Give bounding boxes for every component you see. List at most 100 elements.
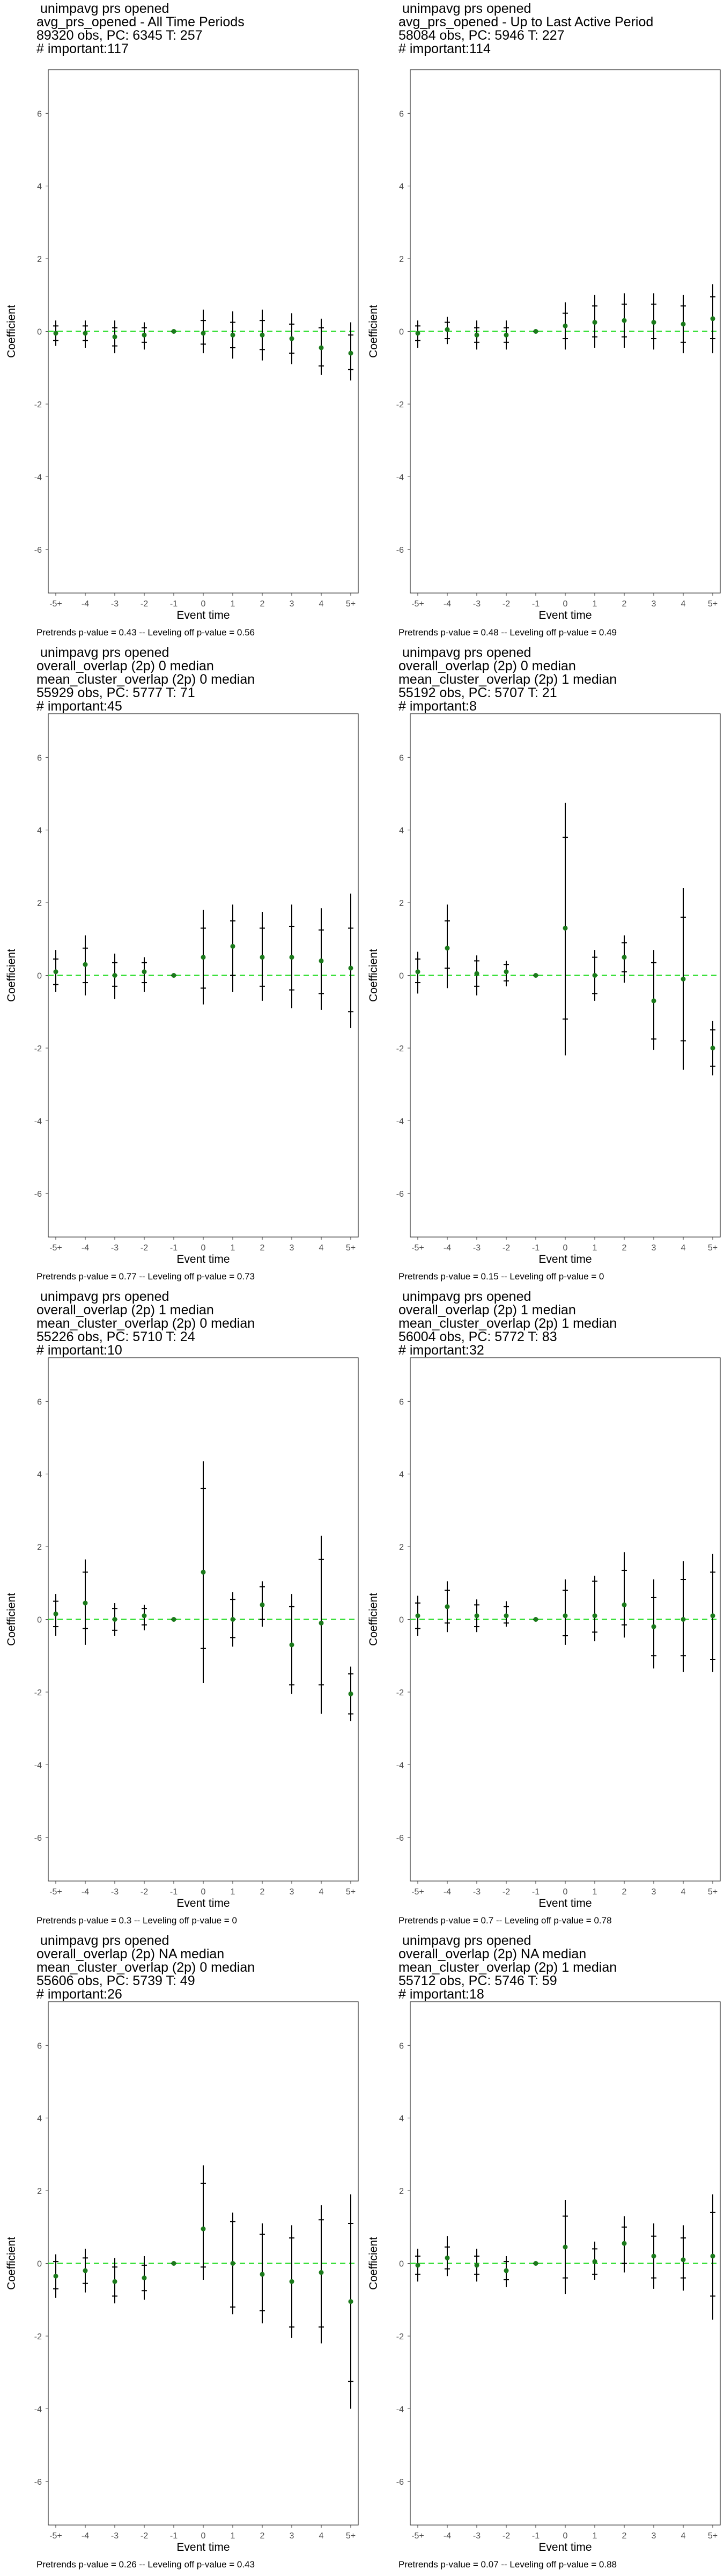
chart-title-line: # important:114 (398, 41, 491, 56)
x-tick-label: 0 (563, 1887, 568, 1897)
data-point (83, 962, 88, 967)
data-point (112, 1617, 117, 1622)
y-tick-label: 4 (37, 1470, 42, 1480)
x-tick-label: -2 (503, 2531, 510, 2541)
x-tick-label: 0 (201, 2531, 206, 2541)
x-tick-label: -3 (111, 1243, 119, 1253)
x-tick-label: 0 (563, 1243, 568, 1253)
x-tick-label: 1 (231, 1887, 235, 1897)
data-point (171, 973, 176, 978)
y-tick-label: 0 (399, 1616, 404, 1625)
y-axis-label: Coefficient (367, 2237, 380, 2290)
data-point (230, 332, 235, 338)
x-tick-label: 3 (290, 2531, 294, 2541)
data-point (171, 2261, 176, 2266)
data-point (112, 334, 117, 340)
data-point (651, 2253, 656, 2259)
x-axis-label: Event time (176, 609, 230, 621)
chart-svg: -6 -4 -2 0 2 4 6 -5+ -4 -3 -2 -1 0 1 2 3 4 5+ Event time Co… (367, 1357, 721, 1909)
chart-svg: -6 -4 -2 0 2 4 6 -5+ -4 -3 -2 -1 0 1 2 3 4 5+ Event time Co… (5, 713, 359, 1265)
x-tick-label: -1 (532, 1243, 540, 1253)
x-tick-label: 3 (290, 1243, 294, 1253)
y-tick-label: -4 (396, 2405, 404, 2414)
x-tick-label: -3 (473, 599, 481, 609)
x-tick-label: 5+ (346, 2531, 356, 2541)
data-point (230, 943, 235, 949)
x-tick-label: 4 (319, 1887, 324, 1897)
x-tick-label: 0 (201, 599, 206, 609)
x-tick-label: 1 (231, 599, 235, 609)
x-tick-label: 4 (319, 2531, 324, 2541)
chart-title-line: unimpavg prs opened (398, 645, 531, 660)
y-tick-label: -4 (34, 2405, 42, 2414)
data-point (474, 971, 479, 976)
data-point (201, 1569, 206, 1575)
data-point (319, 958, 324, 963)
y-tick-label: 4 (37, 182, 42, 192)
chart-title-line: unimpavg prs opened (398, 1, 531, 16)
chart-title-line: 58084 obs, PC: 5946 T: 227 (398, 28, 565, 43)
y-tick-label: 6 (37, 1397, 42, 1407)
data-point (592, 1613, 597, 1619)
pvalue-footer: Pretrends p-value = 0.77 -- Leveling off… (36, 1271, 255, 1282)
x-axis-label: Event time (538, 609, 592, 621)
chart-title-line: 89320 obs, PC: 6345 T: 257 (36, 28, 203, 43)
data-point (504, 332, 509, 338)
x-tick-label: 0 (201, 1887, 206, 1897)
data-point (563, 2244, 568, 2250)
data-point (53, 2273, 58, 2279)
data-point (171, 1617, 176, 1622)
x-tick-label: -4 (444, 2531, 451, 2541)
y-tick-label: -4 (34, 473, 42, 482)
y-tick-label: 0 (37, 1616, 42, 1625)
y-tick-label: -4 (396, 1117, 404, 1126)
x-tick-label: 3 (290, 599, 294, 609)
chart-title-line: unimpavg prs opened (36, 1933, 169, 1948)
x-tick-label: 0 (201, 1243, 206, 1253)
x-tick-label: -3 (473, 2531, 481, 2541)
data-point (83, 1600, 88, 1606)
chart-title-line: unimpavg prs opened (36, 645, 169, 660)
x-tick-label: 2 (622, 1243, 627, 1253)
x-tick-label: 2 (260, 1243, 265, 1253)
data-point (445, 2255, 450, 2260)
y-tick-label: -4 (34, 1761, 42, 1770)
y-axis-label: Coefficient (5, 305, 18, 358)
y-tick-label: -6 (34, 1834, 42, 1843)
chart-title-line: 55606 obs, PC: 5739 T: 49 (36, 1973, 195, 1988)
chart-title: unimpavg prs opened avg_prs_opened - Up t… (398, 2, 653, 56)
data-point (348, 965, 353, 971)
pvalue-footer: Pretrends p-value = 0.15 -- Leveling off… (398, 1271, 604, 1282)
y-tick-label: -2 (34, 2332, 42, 2341)
chart-title: unimpavg prs opened overall_overlap (2p) … (398, 1290, 617, 1357)
chart-svg: -6 -4 -2 0 2 4 6 -5+ -4 -3 -2 -1 0 1 2 3 4 5+ Event time Co… (5, 69, 359, 621)
y-tick-label: 2 (399, 1543, 404, 1552)
x-tick-label: -1 (532, 1887, 540, 1897)
chart-title-line: overall_overlap (2p) 0 median (36, 658, 214, 674)
pvalue-footer: Pretrends p-value = 0.26 -- Leveling off… (36, 2559, 255, 2570)
chart-title-line: # important:117 (36, 41, 129, 56)
y-axis-label: Coefficient (5, 1593, 18, 1646)
data-point (651, 320, 656, 325)
y-tick-label: 0 (37, 328, 42, 337)
data-point (533, 2261, 538, 2266)
data-point (112, 973, 117, 978)
data-point (201, 331, 206, 336)
x-tick-label: -5+ (49, 1887, 62, 1897)
x-tick-label: 2 (622, 599, 627, 609)
data-point (563, 925, 568, 931)
chart-svg: -6 -4 -2 0 2 4 6 -5+ -4 -3 -2 -1 0 1 2 3 4 5+ Event time Co… (5, 2001, 359, 2553)
x-tick-label: 1 (231, 2531, 235, 2541)
y-tick-label: -6 (396, 546, 404, 555)
data-point (319, 1620, 324, 1626)
y-tick-label: 0 (399, 328, 404, 337)
x-tick-label: -5+ (49, 599, 62, 609)
x-tick-label: 4 (681, 599, 686, 609)
y-tick-label: 6 (37, 2041, 42, 2051)
x-tick-label: 4 (319, 599, 324, 609)
y-tick-label: 2 (37, 1543, 42, 1552)
data-point (504, 2268, 509, 2273)
x-tick-label: -2 (141, 1887, 148, 1897)
x-tick-label: 5+ (708, 2531, 718, 2541)
data-point (289, 2279, 294, 2284)
